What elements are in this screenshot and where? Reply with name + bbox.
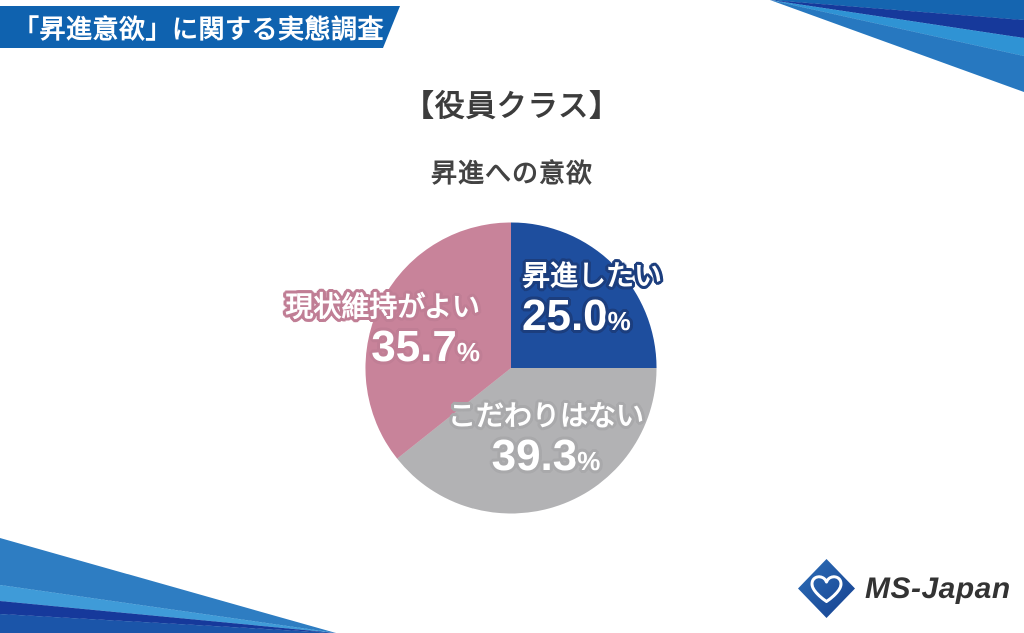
slice-label-no-preference: こだわりはない 39.3% bbox=[406, 401, 686, 484]
slice-value: 35.7% bbox=[371, 322, 480, 371]
slice-label-promote: 昇進したい 25.0% bbox=[522, 261, 662, 344]
slice-value: 39.3% bbox=[491, 431, 601, 480]
page-title: 【役員クラス】 bbox=[403, 90, 621, 123]
slice-label-status-quo: 現状維持がよい 35.7% bbox=[285, 292, 480, 375]
percent-sign: % bbox=[607, 306, 631, 336]
percent-sign: % bbox=[577, 446, 601, 476]
pie-slice-1 bbox=[397, 368, 657, 514]
logo-text: MS-Japan bbox=[865, 571, 1011, 605]
chart-title: 昇進への意欲 bbox=[430, 158, 593, 188]
decor-band bbox=[0, 614, 336, 633]
decor-band bbox=[0, 585, 336, 633]
slice-name: 昇進したい bbox=[522, 260, 663, 291]
pie-slice-0 bbox=[511, 222, 657, 368]
pie-chart-container bbox=[364, 221, 658, 515]
decor-band bbox=[0, 538, 336, 633]
percent-sign: % bbox=[456, 337, 480, 367]
pie-chart bbox=[365, 222, 657, 514]
survey-title: 「昇進意欲」に関する実態調査 bbox=[13, 13, 385, 44]
slice-name: 現状維持がよい bbox=[285, 291, 480, 322]
decor-band bbox=[0, 601, 336, 633]
diamond-heart-icon bbox=[798, 559, 855, 618]
header-banner: 「昇進意欲」に関する実態調査 bbox=[0, 6, 400, 48]
pie-slice-2 bbox=[365, 222, 511, 459]
corner-decoration-top-right bbox=[770, 0, 1024, 92]
slice-value: 25.0% bbox=[522, 291, 631, 340]
corner-decoration-bottom-left bbox=[0, 538, 336, 633]
company-logo: MS-Japan bbox=[797, 558, 1011, 619]
decor-band bbox=[770, 0, 1024, 92]
slice-name: こだわりはない bbox=[447, 400, 644, 431]
